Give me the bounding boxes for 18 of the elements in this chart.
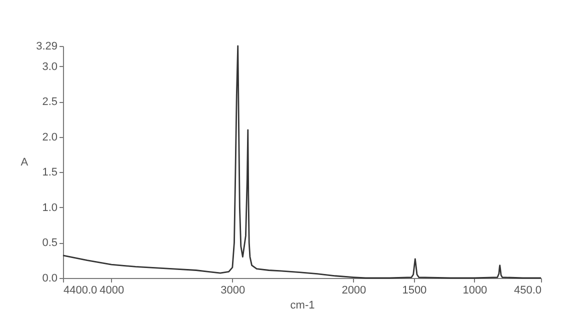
x-tick-label: 4000 — [100, 284, 124, 296]
x-tick-label: 1500 — [402, 284, 427, 296]
x-tick-label: 4400.0 — [64, 284, 98, 296]
y-tick-label: 1.0 — [42, 202, 58, 214]
y-tick-label: 2.0 — [42, 131, 58, 144]
x-tick-label: 2000 — [342, 284, 366, 296]
x-tick-label: 1000 — [462, 284, 488, 296]
y-tick-label: 2.5 — [42, 96, 58, 108]
x-axis-title: cm-1 — [290, 300, 315, 312]
x-tick-label: 3000 — [220, 284, 246, 296]
y-tick-label: 3.0 — [42, 60, 58, 73]
y-tick-label: 3.29 — [36, 40, 58, 52]
y-tick-label: 0.0 — [42, 272, 58, 284]
y-axis-title: A — [20, 156, 29, 168]
y-tick-label: 0.5 — [42, 237, 58, 250]
x-tick-label: 450.0 — [514, 284, 542, 296]
line-series — [62, 45, 542, 279]
y-tick-label: 1.5 — [42, 166, 58, 179]
